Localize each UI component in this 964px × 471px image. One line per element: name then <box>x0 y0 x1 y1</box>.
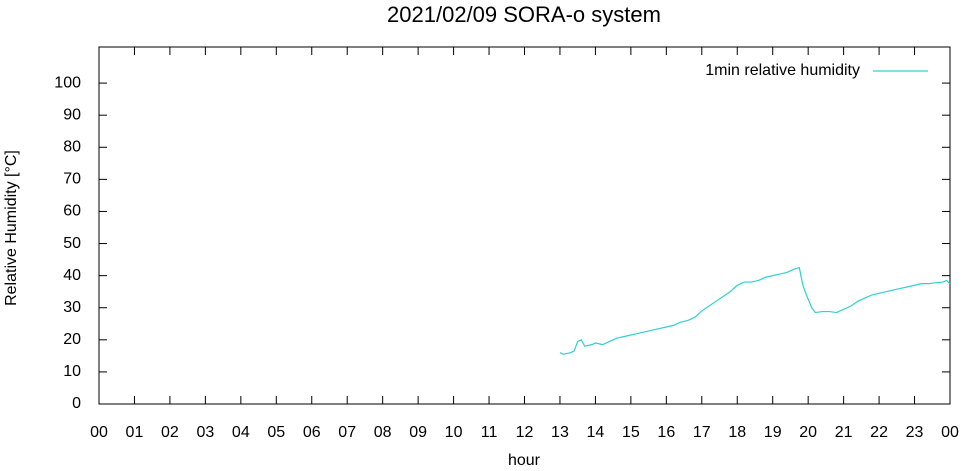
x-tick-label: 19 <box>764 424 782 441</box>
y-axis-label: Relative Humidity [°C] <box>3 150 20 306</box>
y-tick-label: 0 <box>72 395 81 412</box>
x-tick-label: 06 <box>303 424 321 441</box>
x-tick-label: 04 <box>232 424 250 441</box>
x-tick-label: 22 <box>870 424 888 441</box>
x-tick-label: 02 <box>161 424 179 441</box>
legend-label: 1min relative humidity <box>705 62 860 79</box>
y-tick-label: 10 <box>63 363 81 380</box>
x-tick-label: 16 <box>657 424 675 441</box>
x-tick-label: 10 <box>445 424 463 441</box>
y-tick-label: 80 <box>63 138 81 155</box>
y-tick-label: 100 <box>54 74 81 91</box>
x-tick-label: 09 <box>409 424 427 441</box>
y-tick-label: 30 <box>63 299 81 316</box>
y-tick-label: 60 <box>63 203 81 220</box>
data-line <box>559 266 951 355</box>
x-tick-label: 00 <box>90 424 108 441</box>
x-tick-label: 12 <box>516 424 534 441</box>
x-tick-label: 13 <box>551 424 569 441</box>
x-tick-label: 17 <box>693 424 711 441</box>
x-tick-label: 01 <box>126 424 144 441</box>
x-tick-label: 08 <box>374 424 392 441</box>
x-tick-label: 20 <box>799 424 817 441</box>
y-tick-label: 90 <box>63 106 81 123</box>
x-tick-label: 07 <box>338 424 356 441</box>
y-tick-label: 70 <box>63 171 81 188</box>
x-tick-label: 05 <box>267 424 285 441</box>
plot-border <box>98 46 951 405</box>
chart-title: 2021/02/09 SORA-o system <box>387 2 661 27</box>
x-tick-label: 00 <box>941 424 959 441</box>
x-tick-label: 15 <box>622 424 640 441</box>
x-tick-label: 03 <box>196 424 214 441</box>
y-tick-label: 40 <box>63 267 81 284</box>
x-axis-label: hour <box>508 452 541 469</box>
x-tick-label: 11 <box>481 424 498 441</box>
x-tick-label: 21 <box>835 424 853 441</box>
y-tick-label: 20 <box>63 331 81 348</box>
x-tick-label: 23 <box>906 424 924 441</box>
x-tick-label: 18 <box>728 424 746 441</box>
x-tick-label: 14 <box>587 424 605 441</box>
y-tick-label: 50 <box>63 235 81 252</box>
